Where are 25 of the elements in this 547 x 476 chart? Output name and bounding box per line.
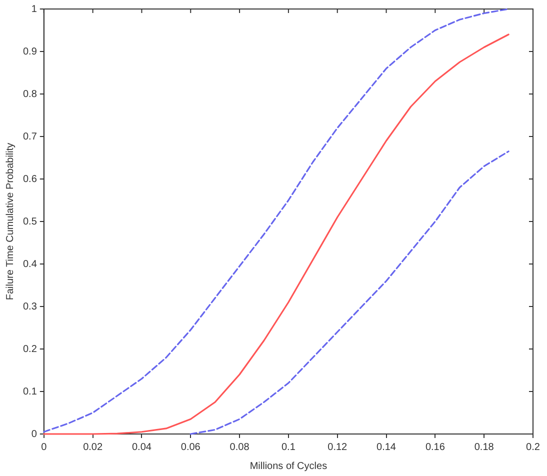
x-tick-label: 0.06 bbox=[180, 442, 201, 453]
y-tick-label: 0.2 bbox=[22, 344, 38, 355]
x-tick-label: 0.12 bbox=[328, 442, 348, 453]
y-tick-label: 0.9 bbox=[22, 46, 38, 58]
y-axis-title: Failure Time Cumulative Probability bbox=[4, 142, 16, 300]
x-tick-label: 0.08 bbox=[230, 442, 250, 453]
y-tick-label: 0.8 bbox=[22, 88, 38, 100]
y-tick-label: 0.5 bbox=[22, 216, 38, 228]
y-tick-label: 0.4 bbox=[22, 258, 38, 270]
y-tick-label: 0.7 bbox=[22, 131, 38, 142]
y-tick-label: 1 bbox=[31, 4, 38, 15]
y-tick-label: 0.6 bbox=[22, 174, 38, 185]
y-tick-label: 0.1 bbox=[22, 386, 38, 398]
x-tick-label: 0.16 bbox=[425, 442, 446, 453]
y-tick-label: 0 bbox=[31, 428, 38, 440]
x-tick-label: 0.2 bbox=[526, 442, 540, 453]
y-tick-label: 0.3 bbox=[22, 301, 38, 312]
x-tick-label: 0 bbox=[41, 442, 48, 453]
x-tick-label: 0.04 bbox=[132, 442, 152, 453]
x-axis-title: Millions of Cycles bbox=[250, 460, 328, 472]
x-tick-label: 0.18 bbox=[474, 442, 494, 453]
x-tick-label: 0.14 bbox=[376, 442, 396, 453]
x-tick-label: 0.02 bbox=[83, 442, 103, 453]
line-series bbox=[190, 150, 510, 435]
x-tick-label: 0.1 bbox=[282, 442, 296, 453]
